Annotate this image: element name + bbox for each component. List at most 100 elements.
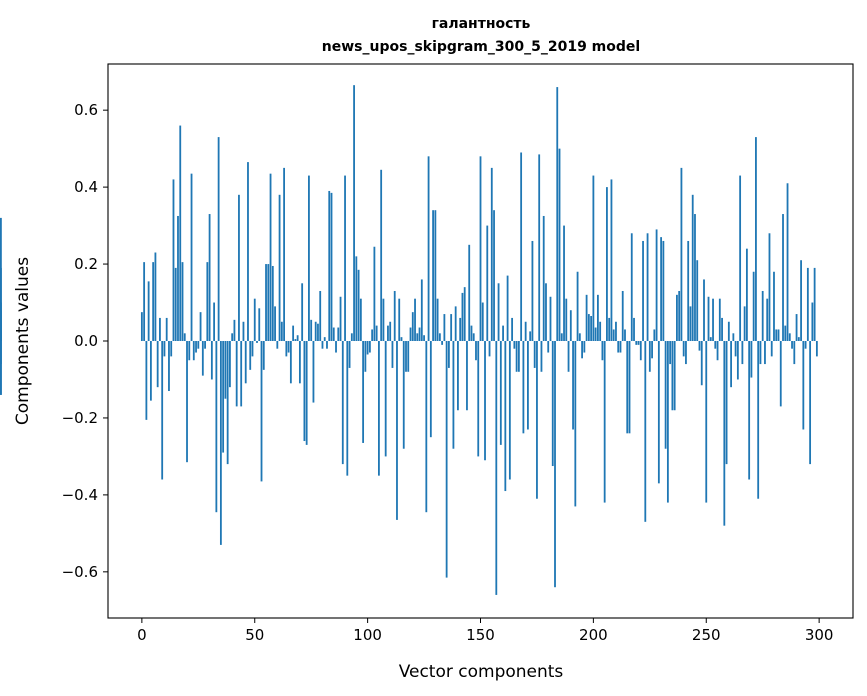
bar-77 (314, 321, 317, 341)
bar-152 (484, 341, 486, 461)
bar-25 (197, 341, 200, 349)
bar-63 (283, 167, 285, 342)
bar-147 (472, 333, 475, 341)
bar-268 (745, 248, 748, 341)
bar-146 (470, 325, 473, 341)
bar-69 (296, 335, 299, 341)
bar-176 (538, 154, 541, 341)
chart-title: галантность (432, 16, 531, 32)
bar-280 (773, 271, 775, 341)
bar-215 (626, 341, 629, 434)
bar-273 (757, 341, 760, 499)
bar-279 (770, 341, 773, 357)
bar-208 (610, 179, 613, 341)
bar-127 (427, 156, 430, 341)
bar-288 (791, 341, 793, 349)
bar-82 (326, 341, 328, 349)
bar-256 (718, 298, 721, 341)
bar-272 (755, 137, 757, 341)
bar-233 (666, 341, 669, 503)
bar-75 (310, 319, 313, 341)
bar-260 (727, 321, 730, 341)
bar-155 (490, 167, 493, 342)
bar-159 (499, 341, 502, 445)
bar-191 (572, 341, 574, 430)
bar-169 (522, 341, 525, 434)
bar-0 (140, 312, 143, 341)
bar-242 (687, 240, 690, 341)
bar-35 (219, 341, 222, 545)
bar-295 (806, 267, 809, 341)
bar-62 (280, 321, 283, 341)
bar-183 (554, 341, 556, 588)
bar-198 (587, 314, 590, 341)
bar-220 (637, 341, 640, 345)
bar-269 (748, 341, 751, 480)
bar-277 (766, 298, 769, 341)
bar-40 (231, 333, 234, 341)
bar-236 (673, 341, 676, 411)
bar-99 (364, 341, 367, 372)
x-axis-label: Vector components (399, 662, 564, 682)
bar-14 (172, 179, 175, 341)
bar-217 (630, 233, 633, 341)
bar-156 (493, 210, 495, 341)
bar-108 (384, 341, 387, 457)
bar-200 (592, 175, 595, 341)
bar-142 (461, 292, 464, 341)
bar-88 (339, 296, 342, 341)
bar-72 (303, 341, 306, 442)
bar-137 (450, 314, 453, 341)
bar-1 (143, 262, 146, 341)
bar-118 (407, 341, 410, 372)
bar-148 (475, 341, 477, 361)
bar-78 (317, 323, 319, 341)
bar-undefined (0, 341, 2, 395)
bar-282 (777, 329, 780, 341)
bar-228 (655, 229, 658, 341)
bar-264 (736, 341, 739, 380)
bar-16 (177, 215, 179, 341)
bar-109 (387, 325, 389, 341)
bar-214 (624, 329, 626, 341)
bar-161 (504, 341, 507, 492)
bar-180 (547, 341, 550, 353)
bar-106 (380, 169, 383, 341)
bar-8 (159, 317, 161, 341)
bar-92 (348, 341, 351, 368)
bar-275 (761, 290, 764, 341)
bar-226 (651, 341, 653, 359)
bar-100 (366, 341, 369, 355)
bar-115 (400, 337, 403, 341)
bar-175 (536, 341, 538, 499)
bar-28 (204, 341, 206, 349)
bar-284 (782, 214, 784, 341)
bar-29 (206, 262, 209, 341)
bar-278 (768, 233, 771, 341)
bar-218 (633, 317, 635, 341)
bar-150 (479, 156, 482, 341)
bar-57 (269, 173, 272, 341)
bar-30 (208, 214, 211, 341)
bar-179 (545, 283, 547, 341)
bar-series (0, 85, 818, 595)
bar-144 (466, 341, 468, 411)
bar-139 (454, 306, 457, 342)
bar-163 (508, 341, 511, 480)
bar-102 (371, 329, 374, 341)
bar-240 (682, 341, 685, 357)
bar-289 (793, 341, 796, 365)
bar-281 (775, 329, 778, 341)
bar-39 (229, 341, 231, 388)
bar-130 (434, 210, 437, 341)
bar-254 (714, 341, 717, 349)
bar-188 (565, 298, 568, 341)
bar-46 (244, 341, 247, 384)
bar-45 (242, 321, 245, 341)
bar-222 (642, 240, 644, 341)
bar-235 (671, 341, 674, 411)
bar-237 (676, 294, 678, 341)
bar-212 (619, 341, 622, 353)
bar-112 (393, 290, 396, 341)
